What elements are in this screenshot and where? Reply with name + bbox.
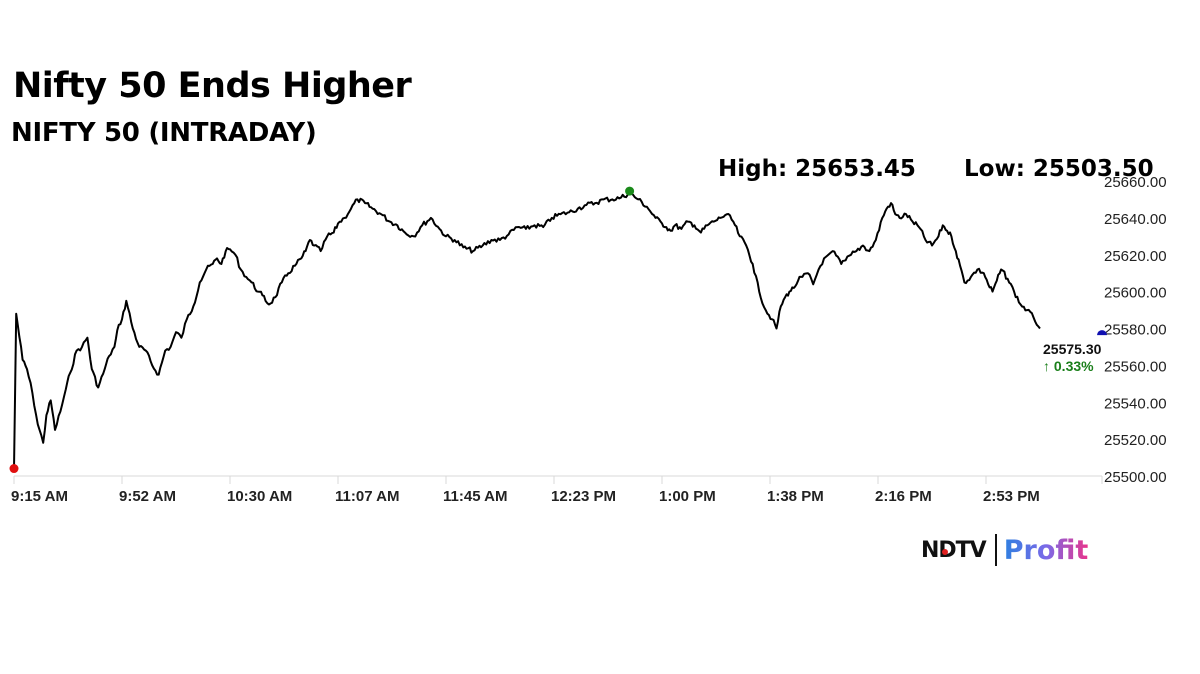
x-tick-label: 10:30 AM — [227, 488, 292, 505]
chart-subtitle: NIFTY 50 (INTRADAY) — [11, 118, 317, 148]
profit-wordmark: Profit — [1003, 534, 1089, 566]
y-tick-label: 25500.00 — [1104, 469, 1167, 486]
y-axis: 25660.00 25640.00 25620.00 25600.00 25580.00… — [1104, 174, 1167, 486]
y-tick-label: 25540.00 — [1104, 395, 1167, 412]
logo-red-dot-icon — [942, 548, 948, 555]
high-value-label: High: 25653.45 — [718, 156, 916, 182]
x-tick-label: 9:15 AM — [11, 488, 68, 505]
last-price-label: 25575.30 — [1043, 341, 1102, 357]
logo-divider — [994, 534, 997, 566]
x-tick-label: 11:07 AM — [335, 488, 399, 505]
x-tick-label: 12:23 PM — [551, 488, 616, 505]
y-tick-label: 25660.00 — [1104, 174, 1167, 191]
x-tick-label: 9:52 AM — [119, 488, 176, 505]
y-tick-label: 25580.00 — [1104, 322, 1167, 339]
ndtv-profit-logo: NDTV Profit — [921, 533, 1088, 567]
x-tick-label: 2:16 PM — [875, 488, 932, 505]
open-marker — [9, 464, 19, 474]
high-marker — [625, 186, 635, 196]
y-tick-label: 25620.00 — [1104, 248, 1167, 265]
x-tick-label: 11:45 AM — [443, 488, 507, 505]
price-line — [13, 192, 1041, 470]
x-tick-label: 1:00 PM — [659, 488, 716, 505]
y-tick-label: 25520.00 — [1104, 432, 1167, 449]
chart-title: Nifty 50 Ends Higher — [13, 66, 412, 106]
close-marker — [1097, 330, 1107, 336]
x-axis: 9:15 AM 9:52 AM 10:30 AM 11:07 AM 11:45 AM 12… — [11, 475, 1103, 505]
x-tick-label: 2:53 PM — [983, 488, 1040, 505]
y-tick-label: 25640.00 — [1104, 211, 1167, 228]
y-tick-label: 25560.00 — [1104, 358, 1167, 375]
y-tick-label: 25600.00 — [1104, 285, 1167, 302]
low-value-label: Low: 25503.50 — [964, 156, 1154, 182]
ndtv-wordmark: NDTV — [921, 537, 987, 563]
x-tick-label: 1:38 PM — [767, 488, 824, 505]
change-percent-label: ↑ 0.33% — [1043, 358, 1094, 374]
